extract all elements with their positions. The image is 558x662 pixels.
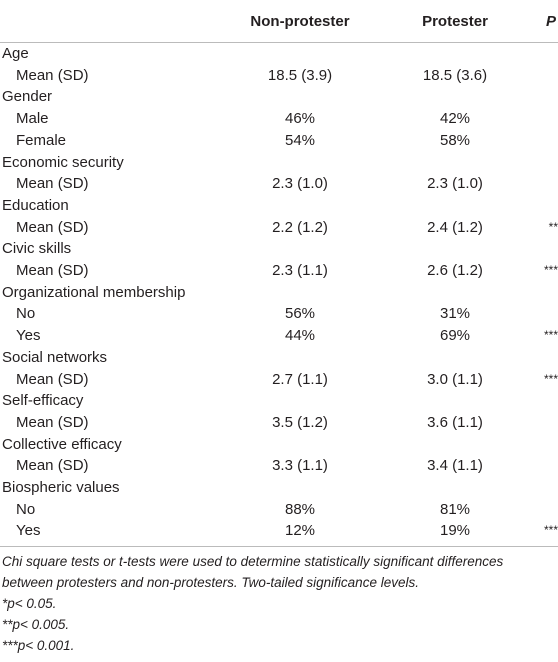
group-label: Gender: [2, 88, 53, 106]
row-label: Male: [16, 110, 49, 128]
data-row: No 56% 31%: [0, 303, 558, 325]
group-row: Economic security: [0, 152, 558, 174]
row-label: Mean (SD): [16, 218, 89, 236]
group-label: Organizational membership: [2, 283, 186, 301]
group-label: Self-efficacy: [2, 392, 84, 410]
empty-cell: [540, 130, 558, 152]
data-row: Male 46% 42%: [0, 108, 558, 130]
data-row: No 88% 81%: [0, 499, 558, 521]
empty-cell: [540, 303, 558, 325]
cell: 46%: [284, 110, 316, 128]
cell: 81%: [439, 500, 471, 518]
cell: 3.3 (1.1): [272, 457, 328, 475]
significance: ***: [543, 328, 558, 343]
group-row: Biospheric values: [0, 477, 558, 499]
row-label: Female: [16, 131, 67, 149]
footnotes: Chi square tests or t-tests were used to…: [0, 547, 558, 656]
row-label: Mean (SD): [16, 370, 89, 388]
group-row: Age: [0, 43, 558, 65]
group-row: Social networks: [0, 347, 558, 369]
empty-cell: [540, 65, 558, 87]
group-row: Self-efficacy: [0, 390, 558, 412]
data-row: Mean (SD) 3.5 (1.2) 3.6 (1.1): [0, 412, 558, 434]
cell: 3.4 (1.1): [427, 457, 483, 475]
footnote: *p< 0.05.: [2, 596, 57, 612]
group-label: Age: [2, 45, 29, 62]
cell: 44%: [284, 327, 316, 345]
cell: 2.4 (1.2): [427, 218, 483, 236]
header-cell: [0, 0, 230, 43]
group-row: Education: [0, 195, 558, 217]
cell: 2.6 (1.2): [427, 262, 483, 280]
row-label: Yes: [0, 520, 230, 548]
row-label: No: [16, 500, 36, 518]
row-label: Mean (SD): [16, 262, 89, 280]
cell: 54%: [284, 131, 316, 149]
row-label: No: [16, 305, 36, 323]
group-row: Gender: [0, 86, 558, 108]
cell: 69%: [439, 327, 471, 345]
table-body: Age Mean (SD) 18.5 (3.9) 18.5 (3.6) Gender Ma…: [0, 43, 558, 548]
footnote: **p< 0.005.: [2, 617, 70, 633]
data-row: Mean (SD) 2.3 (1.0) 2.3 (1.0): [0, 173, 558, 195]
cell: 19%: [370, 520, 540, 548]
row-label: Mean (SD): [16, 175, 89, 193]
header-cell: P: [540, 0, 558, 43]
header-row: Non-protester Protester P: [0, 0, 558, 43]
footnote: Chi square tests or t-tests were used to…: [2, 554, 504, 591]
cell: 12%: [230, 520, 370, 548]
data-row: Yes 12% 19% ***: [0, 520, 558, 548]
significance: **: [548, 219, 558, 234]
group-label: Social networks: [2, 348, 108, 366]
empty-cell: [540, 412, 558, 434]
cell: 18.5 (3.6): [422, 66, 488, 84]
header-cell: Non-protester: [230, 0, 370, 43]
cell: 56%: [284, 305, 316, 323]
group-label: Education: [2, 196, 69, 214]
empty-cell: [540, 173, 558, 195]
empty-cell: [540, 455, 558, 477]
cell: 2.3 (1.0): [272, 175, 328, 193]
group-row: Collective efficacy: [0, 434, 558, 456]
data-row: Mean (SD) 18.5 (3.9) 18.5 (3.6): [0, 65, 558, 87]
group-row: Organizational membership: [0, 282, 558, 304]
cell: 2.3 (1.1): [272, 262, 328, 280]
group-label: Collective efficacy: [2, 435, 122, 453]
row-label: Mean (SD): [16, 457, 89, 475]
cell: 88%: [284, 500, 316, 518]
footnote: ***p< 0.001.: [2, 638, 75, 654]
group-label: Biospheric values: [2, 479, 120, 497]
cell: 3.0 (1.1): [427, 370, 483, 388]
cell: 3.5 (1.2): [272, 413, 328, 431]
significance: ***: [543, 371, 558, 386]
data-row: Female 54% 58%: [0, 130, 558, 152]
significance: ***: [543, 263, 558, 278]
cell: 2.2 (1.2): [272, 218, 328, 236]
data-row: Mean (SD) 2.7 (1.1) 3.0 (1.1) ***: [0, 369, 558, 391]
row-label: Yes: [16, 327, 41, 345]
significance: ***: [540, 520, 558, 548]
row-label: Mean (SD): [16, 66, 89, 84]
group-label: Economic security: [2, 153, 124, 171]
header-cell: Protester: [370, 0, 540, 43]
data-row: Mean (SD) 3.3 (1.1) 3.4 (1.1): [0, 455, 558, 477]
cell: 31%: [439, 305, 471, 323]
cell: 3.6 (1.1): [427, 413, 483, 431]
cell: 58%: [439, 131, 471, 149]
group-row: Civic skills: [0, 238, 558, 260]
row-label: Mean (SD): [16, 413, 89, 431]
empty-cell: [540, 499, 558, 521]
empty-cell: [540, 108, 558, 130]
data-row: Mean (SD) 2.2 (1.2) 2.4 (1.2) **: [0, 217, 558, 239]
group-label: Civic skills: [2, 240, 72, 258]
cell: 42%: [439, 110, 471, 128]
data-row: Mean (SD) 2.3 (1.1) 2.6 (1.2) ***: [0, 260, 558, 282]
cell: 18.5 (3.9): [267, 66, 333, 84]
data-row: Yes 44% 69% ***: [0, 325, 558, 347]
data-table: Non-protester Protester P Age Mean (SD) 18…: [0, 0, 558, 548]
cell: 2.7 (1.1): [272, 370, 328, 388]
cell: 2.3 (1.0): [427, 175, 483, 193]
